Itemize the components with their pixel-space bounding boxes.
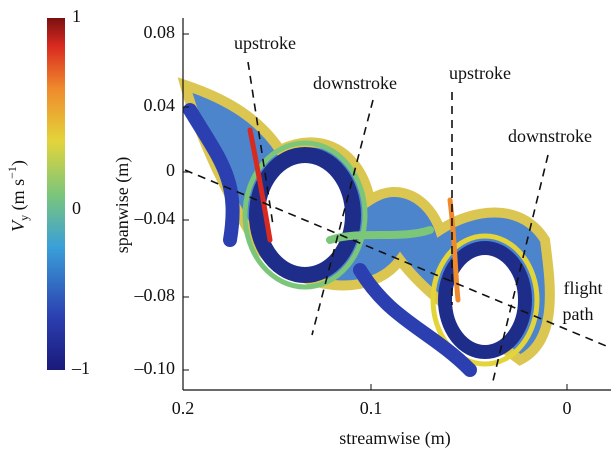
x-tick-label: 0.2: [172, 398, 195, 418]
y-tick-label: 0.04: [144, 95, 176, 115]
page: {"colorbar": {"label": {"symbol": "V", "…: [0, 0, 611, 455]
annotation: downstroke: [508, 126, 592, 146]
y-tick-label: –0.08: [134, 285, 176, 305]
colorbar-tick-label: –1: [71, 358, 90, 378]
y-tick-label: 0: [166, 160, 175, 180]
annotation: path: [563, 304, 594, 324]
x-axis-label: streamwise (m): [339, 428, 450, 449]
x-tick-label: 0: [563, 398, 572, 418]
annotation: downstroke: [313, 73, 397, 93]
y-tick-label: –0.10: [134, 358, 176, 378]
y-tick-label: –0.04: [134, 208, 176, 228]
colorbar-tick-label: 1: [72, 6, 81, 26]
colorbar: [47, 18, 65, 370]
x-tick-label: 0.1: [360, 398, 383, 418]
annotation: upstroke: [449, 63, 511, 83]
colorbar-ticks: 1 0 –1: [71, 6, 90, 378]
vortex-wake: [185, 85, 550, 370]
y-axis-label: spanwise (m): [112, 157, 133, 253]
colorbar-tick-label: 0: [72, 198, 81, 218]
annotation: upstroke: [234, 33, 296, 53]
figure: 1 0 –1 Vy (m s−1) 0.08 0.04 0 –0.04 –0.08 –0.10…: [0, 0, 611, 455]
colorbar-label: Vy (m s−1): [5, 160, 31, 232]
y-tick-label: 0.08: [144, 22, 176, 42]
annotation: flight: [564, 278, 603, 298]
